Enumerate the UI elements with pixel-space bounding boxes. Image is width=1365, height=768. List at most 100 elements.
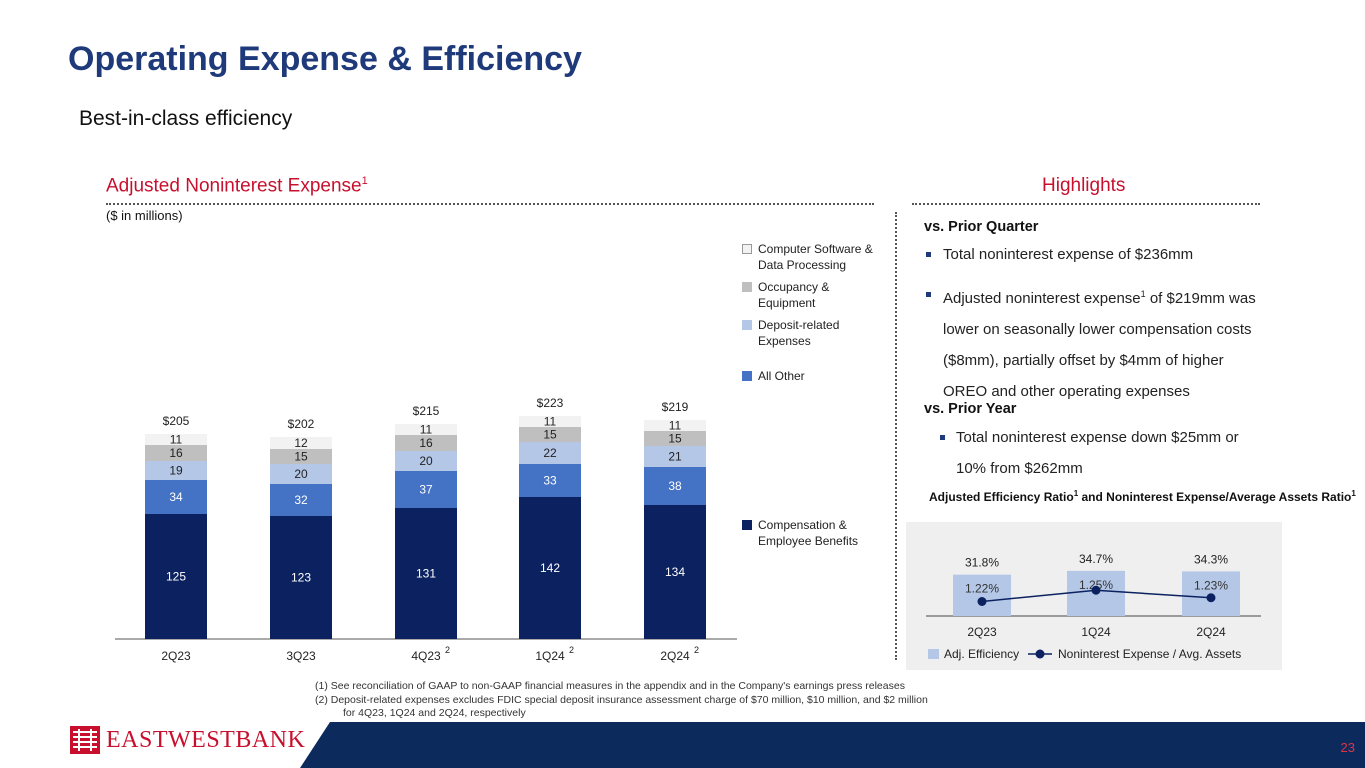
x-tick-label: 3Q23 bbox=[286, 649, 316, 663]
bar-value-label: 16 bbox=[169, 446, 183, 460]
x-tick-label: 1Q24 bbox=[535, 649, 565, 663]
bar-segment bbox=[644, 505, 706, 639]
bar-value-label: 16 bbox=[419, 436, 433, 450]
expense-divider bbox=[106, 203, 874, 205]
bar-segment bbox=[519, 427, 581, 442]
efficiency-x-label: 2Q24 bbox=[1196, 625, 1226, 639]
footer-bar bbox=[300, 722, 1365, 768]
bullet-icon bbox=[926, 292, 931, 297]
bar-total-label: $223 bbox=[537, 396, 564, 410]
expense-section-header: Adjusted Noninterest Expense1 bbox=[106, 175, 368, 197]
bar-value-label: 12 bbox=[294, 436, 308, 450]
efficiency-x-label: 2Q23 bbox=[967, 625, 997, 639]
bar-value-label: 32 bbox=[294, 493, 308, 507]
x-tick-label: 2Q24 bbox=[660, 649, 690, 663]
highlight-2: Adjusted noninterest expense1 of $219mm … bbox=[943, 289, 1256, 400]
highlight-3: Total noninterest expense down $25mm or … bbox=[956, 429, 1239, 477]
bar-value-label: 131 bbox=[416, 567, 436, 581]
bar-value-label: 11 bbox=[669, 419, 682, 433]
vertical-divider bbox=[895, 212, 897, 660]
ratio-label: 1.23% bbox=[1194, 578, 1228, 592]
ratio-point bbox=[1206, 593, 1216, 603]
page-number: 23 bbox=[1340, 740, 1355, 755]
bar-value-label: 11 bbox=[420, 423, 433, 437]
footer-bar-notch bbox=[300, 722, 330, 768]
highlights-divider bbox=[912, 203, 1260, 205]
highlights-header: Highlights bbox=[1042, 175, 1126, 196]
bar-segment bbox=[270, 437, 332, 449]
bar-value-label: 125 bbox=[166, 570, 186, 584]
vs-prior-year: vs. Prior Year bbox=[924, 401, 1017, 417]
bar-segment bbox=[644, 420, 706, 431]
bar-segment bbox=[270, 484, 332, 516]
bar-segment bbox=[644, 467, 706, 505]
bar-total-label: $202 bbox=[288, 417, 315, 431]
bar-value-label: 33 bbox=[543, 474, 557, 488]
efficiency-legend-swatch bbox=[928, 649, 939, 659]
bar-value-label: 34 bbox=[169, 490, 183, 504]
logo-wordmark: EASTWESTBANK bbox=[106, 726, 306, 753]
ratio-point bbox=[977, 597, 987, 606]
x-tick-footnote: 2 bbox=[569, 645, 574, 655]
bar-segment bbox=[145, 445, 207, 461]
bar-segment bbox=[519, 497, 581, 639]
bar-segment bbox=[145, 480, 207, 514]
bar-value-label: 19 bbox=[169, 464, 183, 478]
bar-value-label: 37 bbox=[419, 483, 433, 497]
ratio-label: 1.22% bbox=[965, 582, 999, 596]
bar-segment bbox=[395, 508, 457, 639]
bullet-icon bbox=[940, 435, 945, 440]
efficiency-bar bbox=[953, 574, 1011, 616]
unit-label: ($ in millions) bbox=[106, 208, 183, 223]
bar-value-label: 11 bbox=[170, 433, 183, 447]
bar-value-label: 15 bbox=[294, 450, 308, 464]
x-tick-footnote: 2 bbox=[694, 645, 699, 655]
efficiency-title: Adjusted Efficiency Ratio1 and Nonintere… bbox=[929, 489, 1356, 504]
bar-segment bbox=[519, 442, 581, 464]
ratio-label: 1.25% bbox=[1079, 578, 1113, 592]
bar-segment bbox=[519, 416, 581, 427]
highlight-1: Total noninterest expense of $236mm bbox=[943, 246, 1194, 263]
bar-value-label: 21 bbox=[668, 450, 682, 464]
legend-swatch bbox=[742, 244, 752, 254]
bar-segment bbox=[395, 424, 457, 435]
efficiency-bar-label: 34.7% bbox=[1079, 552, 1113, 566]
bar-segment bbox=[395, 435, 457, 451]
bar-value-label: 142 bbox=[540, 561, 560, 575]
legend-swatch bbox=[742, 520, 752, 530]
bar-value-label: 134 bbox=[665, 565, 685, 579]
bar-segment bbox=[145, 461, 207, 480]
bar-segment bbox=[270, 449, 332, 464]
footnote-1: (1) See reconciliation of GAAP to non-GA… bbox=[315, 680, 905, 692]
bar-value-label: 38 bbox=[668, 479, 682, 493]
bar-value-label: 123 bbox=[291, 571, 311, 585]
bar-segment bbox=[644, 446, 706, 467]
company-logo: EASTWESTBANK bbox=[70, 726, 305, 754]
page-subtitle: Best-in-class efficiency bbox=[79, 107, 293, 130]
logo-icon bbox=[70, 726, 100, 754]
efficiency-x-label: 1Q24 bbox=[1081, 625, 1111, 639]
bar-total-label: $215 bbox=[413, 404, 440, 418]
bar-segment bbox=[145, 434, 207, 445]
efficiency-legend-bar: Adj. Efficiency bbox=[944, 647, 1019, 661]
bar-total-label: $205 bbox=[163, 414, 190, 428]
bar-total-label: $219 bbox=[662, 400, 689, 414]
x-tick-label: 2Q23 bbox=[161, 649, 191, 663]
bar-value-label: 15 bbox=[543, 428, 557, 442]
bar-segment bbox=[145, 514, 207, 639]
bar-segment bbox=[644, 431, 706, 446]
bar-segment bbox=[395, 471, 457, 508]
bar-value-label: 11 bbox=[544, 415, 557, 429]
bar-value-label: 20 bbox=[294, 467, 308, 481]
bar-value-label: 22 bbox=[543, 446, 557, 460]
efficiency-chart: 31.8% 1.22% 2Q23 34.7% 1.25% 1Q24 34.3% 1.23% 2Q… bbox=[926, 552, 1261, 661]
legend-swatch bbox=[742, 371, 752, 381]
ratio-legend-marker bbox=[1035, 649, 1045, 659]
x-tick-label: 4Q23 bbox=[411, 649, 441, 663]
efficiency-bar-label: 31.8% bbox=[965, 556, 999, 570]
footnote-2-cont: for 4Q23, 1Q24 and 2Q24, respectively bbox=[343, 707, 526, 719]
legend-swatch bbox=[742, 282, 752, 292]
bar-value-label: 20 bbox=[419, 454, 433, 468]
ratio-legend-label: Noninterest Expense / Avg. Assets bbox=[1058, 647, 1241, 661]
